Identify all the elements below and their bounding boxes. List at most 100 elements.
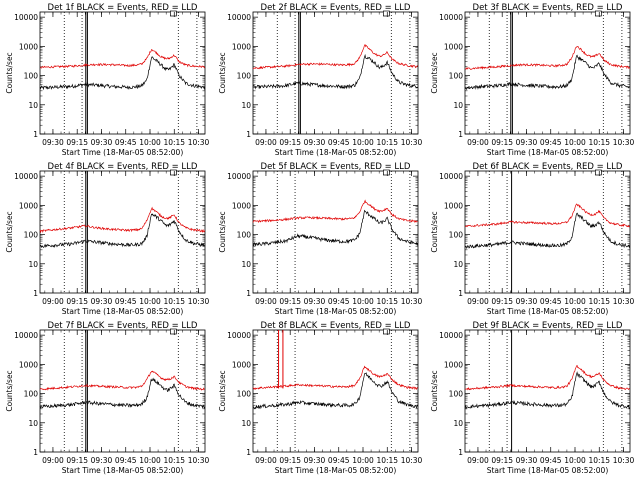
x-tick-label: 10:30 bbox=[188, 297, 210, 306]
y-tick-label: 10000 bbox=[439, 172, 463, 181]
y-tick-label: 100 bbox=[24, 390, 39, 399]
x-tick-label: 10:00 bbox=[139, 456, 161, 465]
y-tick-label: 10000 bbox=[439, 13, 463, 22]
x-tick-label: 09:45 bbox=[328, 456, 350, 465]
marker-square bbox=[170, 169, 177, 176]
panel-title: Det 8f BLACK = Events, RED = LLD bbox=[261, 321, 411, 331]
marker-square bbox=[170, 328, 177, 335]
y-tick-label: 1000 bbox=[444, 42, 463, 51]
x-tick-label: 09:15 bbox=[66, 138, 88, 147]
series-line-events bbox=[39, 377, 206, 409]
marker-square bbox=[170, 10, 177, 17]
series-line-lld bbox=[464, 364, 630, 391]
y-tick-label: 1000 bbox=[19, 42, 38, 51]
plot-frame bbox=[252, 170, 419, 294]
x-tick-label: 10:15 bbox=[163, 297, 185, 306]
y-tick-label: 1 bbox=[246, 448, 251, 457]
x-tick-label: 10:00 bbox=[564, 456, 586, 465]
series-line-lld bbox=[40, 49, 206, 69]
x-tick-label: 09:30 bbox=[304, 456, 326, 465]
y-tick-label: 1 bbox=[33, 130, 38, 139]
marker-square bbox=[594, 169, 602, 176]
y-tick-label: 10 bbox=[241, 260, 251, 269]
series-line-lld bbox=[39, 206, 206, 234]
y-tick-label: 10 bbox=[28, 260, 38, 269]
y-tick-label: 100 bbox=[24, 231, 39, 240]
y-tick-label: 10000 bbox=[14, 13, 38, 22]
x-axis-label: Start Time (18-Mar-05 08:52:00) bbox=[62, 307, 184, 316]
panel-title: Det 4f BLACK = Events, RED = LLD bbox=[48, 162, 198, 172]
x-axis-label: Start Time (18-Mar-05 08:52:00) bbox=[487, 466, 609, 475]
y-tick-label: 10 bbox=[28, 419, 38, 428]
x-tick-label: 10:15 bbox=[163, 456, 185, 465]
x-tick-label: 10:00 bbox=[352, 138, 374, 147]
y-tick-label: 1 bbox=[246, 130, 251, 139]
y-tick-label: 100 bbox=[237, 72, 252, 81]
plot-frame bbox=[464, 11, 631, 135]
y-tick-label: 100 bbox=[449, 72, 464, 81]
y-tick-label: 10 bbox=[453, 101, 463, 110]
x-axis-label: Start Time (18-Mar-05 08:52:00) bbox=[275, 307, 397, 316]
series-line-events bbox=[464, 371, 631, 410]
y-tick-label: 10000 bbox=[227, 172, 251, 181]
x-tick-label: 09:30 bbox=[304, 138, 326, 147]
series-line-events bbox=[252, 372, 419, 410]
plot-frame bbox=[252, 329, 419, 453]
x-tick-label: 10:15 bbox=[376, 297, 398, 306]
marker-square bbox=[594, 10, 602, 17]
x-axis-label: Start Time (18-Mar-05 08:52:00) bbox=[62, 148, 184, 157]
x-tick-label: 09:45 bbox=[328, 297, 350, 306]
y-tick-label: 1000 bbox=[232, 201, 251, 210]
detector-panel: Det 6f BLACK = Events, RED = LLD 1 10 100 10… bbox=[430, 162, 635, 316]
y-tick-label: 1000 bbox=[19, 201, 38, 210]
y-tick-label: 10000 bbox=[439, 331, 463, 340]
x-tick-label: 09:30 bbox=[304, 297, 326, 306]
x-tick-label: 10:00 bbox=[352, 297, 374, 306]
marker-square bbox=[383, 169, 390, 176]
x-tick-label: 09:45 bbox=[115, 456, 137, 465]
x-tick-label: 10:30 bbox=[401, 138, 423, 147]
y-tick-label: 10 bbox=[453, 419, 463, 428]
x-tick-label: 09:15 bbox=[279, 138, 301, 147]
x-tick-label: 09:30 bbox=[42, 138, 64, 147]
series-line-lld bbox=[252, 44, 419, 70]
x-tick-label: 10:15 bbox=[588, 138, 610, 147]
x-tick-label: 10:30 bbox=[613, 138, 635, 147]
x-tick-label: 09:15 bbox=[66, 297, 88, 306]
y-tick-label: 1 bbox=[246, 289, 251, 298]
x-tick-label: 10:15 bbox=[588, 297, 610, 306]
y-tick-label: 100 bbox=[449, 390, 464, 399]
y-tick-label: 1000 bbox=[444, 360, 463, 369]
x-axis-label: Start Time (18-Mar-05 08:52:00) bbox=[275, 148, 397, 157]
x-tick-label: 09:15 bbox=[279, 456, 301, 465]
x-tick-label: 10:30 bbox=[188, 456, 210, 465]
y-axis-label: Counts/sec bbox=[430, 370, 439, 411]
y-tick-label: 100 bbox=[449, 231, 464, 240]
y-tick-label: 10 bbox=[241, 419, 251, 428]
x-tick-label: 09:30 bbox=[91, 138, 113, 147]
panel-title: Det 6f BLACK = Events, RED = LLD bbox=[473, 162, 623, 172]
y-axis-label: Counts/sec bbox=[218, 370, 227, 411]
x-tick-label: 09:00 bbox=[255, 297, 277, 306]
x-tick-label: 09:15 bbox=[66, 456, 88, 465]
series-line-events bbox=[464, 212, 631, 249]
series-line-events bbox=[252, 53, 418, 90]
x-tick-label: 09:45 bbox=[328, 138, 350, 147]
series-line-lld bbox=[252, 199, 418, 224]
y-tick-label: 10 bbox=[453, 260, 463, 269]
x-tick-label: 09:45 bbox=[540, 138, 562, 147]
x-tick-label: 09:00 bbox=[42, 456, 64, 465]
y-axis-label: Counts/sec bbox=[430, 211, 439, 252]
x-tick-label: 09:30 bbox=[516, 138, 538, 147]
marker-square bbox=[383, 10, 390, 17]
x-tick-label: 09:00 bbox=[255, 138, 277, 147]
x-tick-label: 09:45 bbox=[540, 297, 562, 306]
plot-frame bbox=[252, 11, 419, 135]
x-tick-label: 10:15 bbox=[376, 138, 398, 147]
x-tick-label: 10:15 bbox=[376, 456, 398, 465]
plot-frame bbox=[39, 170, 206, 294]
detector-panel: Det 4f BLACK = Events, RED = LLD 1 10 100 10… bbox=[5, 162, 210, 316]
x-tick-label: 09:30 bbox=[516, 456, 538, 465]
detector-panel: Det 3f BLACK = Events, RED = LLD 1 10 100 10… bbox=[430, 3, 635, 157]
